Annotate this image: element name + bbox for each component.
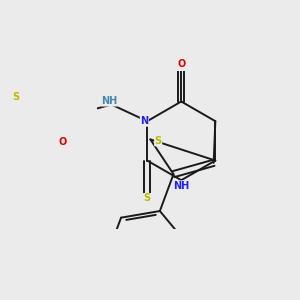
Text: S: S: [144, 194, 151, 203]
Text: S: S: [154, 136, 162, 146]
Text: O: O: [58, 137, 67, 147]
Text: O: O: [177, 59, 185, 69]
Text: N: N: [140, 116, 148, 126]
Text: NH: NH: [173, 181, 189, 191]
Text: S: S: [13, 92, 20, 101]
Text: NH: NH: [101, 96, 118, 106]
